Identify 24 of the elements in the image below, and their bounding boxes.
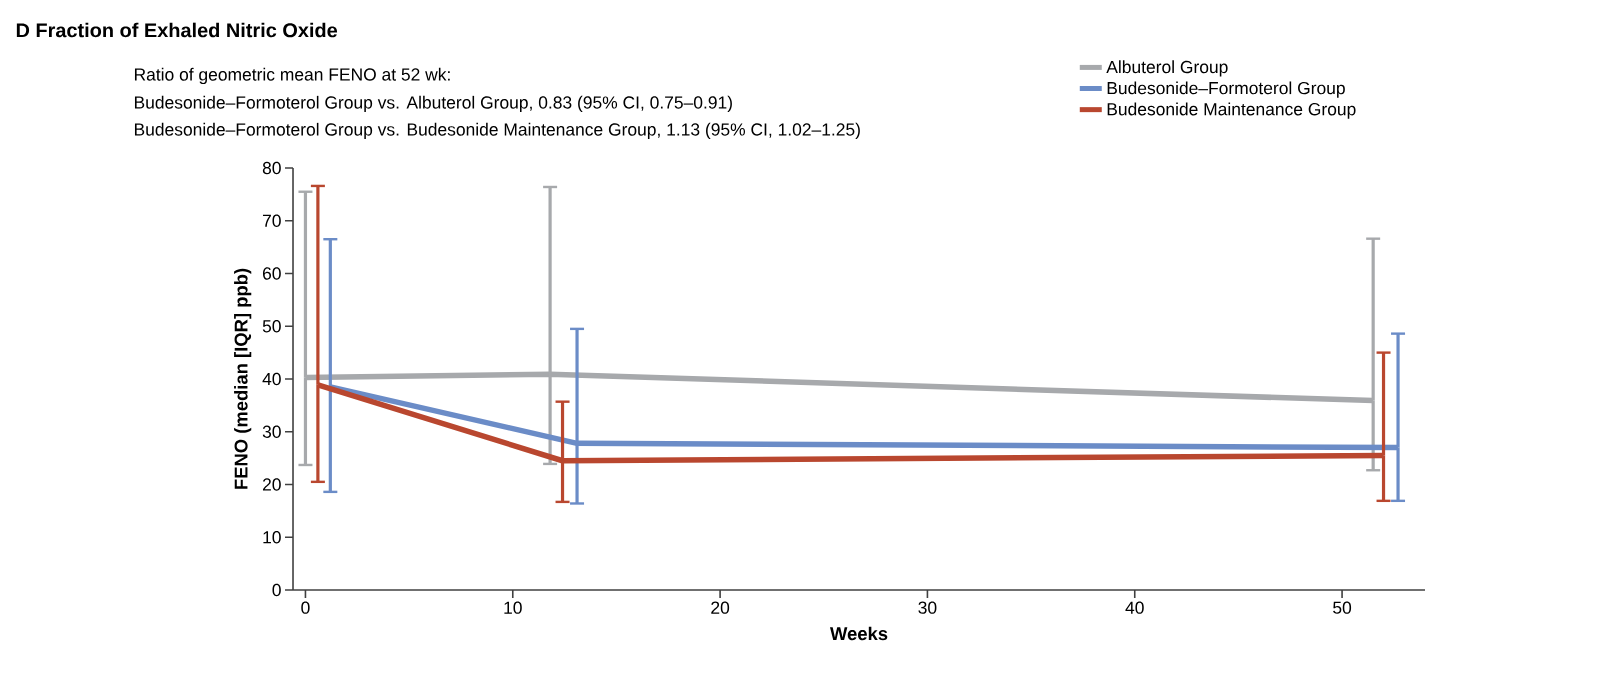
y-axis-title: FENO (median [IQR] ppb) xyxy=(234,268,252,489)
y-tick-label: 0 xyxy=(272,583,281,597)
y-tick-label: 60 xyxy=(262,267,281,280)
text: Ratio of geometric mean FENO at 52 wk: xyxy=(134,67,450,85)
legend-label: Budesonide Maintenance Group xyxy=(1107,102,1356,119)
y-tick-label: 30 xyxy=(262,425,281,438)
chart-title: D Fraction of Exhaled Nitric Oxide xyxy=(16,22,338,38)
y-tick-label: 70 xyxy=(262,214,281,227)
legend-label: Albuterol Group xyxy=(1106,60,1228,77)
text: Budesonide–Formoterol Group vs. Albuterol Group, 0.83 (95% CI, 0.75–0.91) xyxy=(134,95,732,113)
x-tick-label: 20 xyxy=(711,601,730,614)
x-tick-label: 10 xyxy=(504,601,522,614)
y-tick-label: 80 xyxy=(262,161,281,175)
x-tick-label: 0 xyxy=(301,601,310,614)
legend-label: Budesonide–Formoterol Group xyxy=(1107,81,1345,98)
x-tick-label: 50 xyxy=(1333,601,1352,614)
x-tick-label: 40 xyxy=(1125,601,1144,614)
y-tick-label: 20 xyxy=(262,478,281,491)
x-axis-title: Weeks xyxy=(829,626,888,641)
y-tick-label: 40 xyxy=(262,372,281,386)
text: Budesonide–Formoterol Group vs. Budesonide Maintenance Group, 1.13 (95% CI, 1.02–1.25) xyxy=(134,122,860,140)
y-tick-label: 10 xyxy=(263,531,281,544)
x-tick-label: 30 xyxy=(918,601,937,614)
y-tick-label: 50 xyxy=(262,320,281,333)
